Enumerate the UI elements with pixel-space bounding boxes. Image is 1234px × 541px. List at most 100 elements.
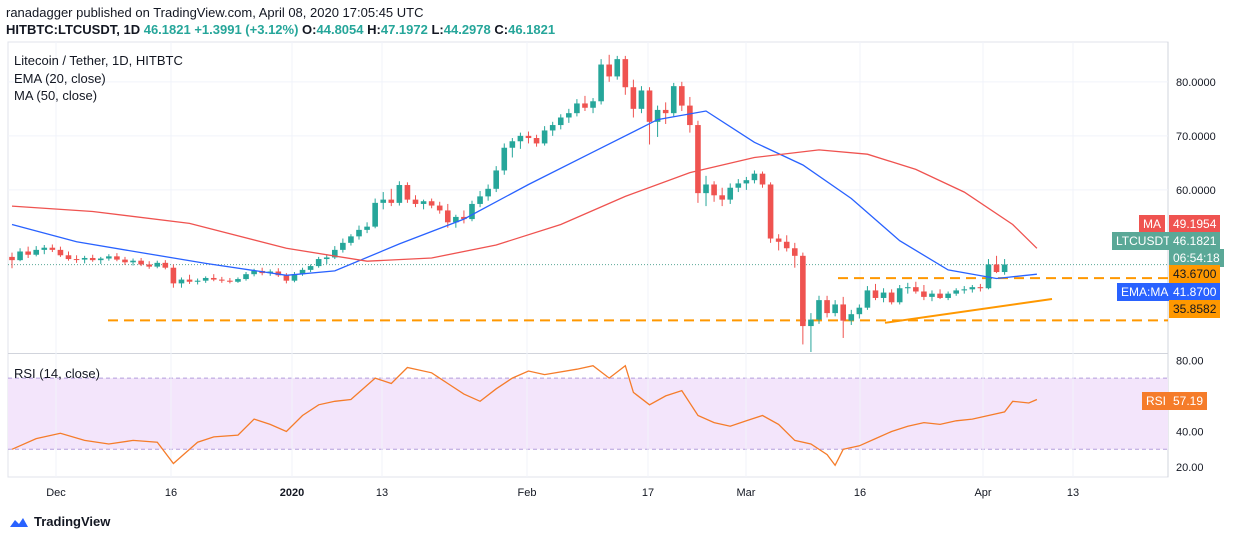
candle (219, 276, 225, 283)
candle-body (525, 135, 532, 139)
candle-body (436, 205, 443, 211)
candle (574, 99, 580, 117)
rsi-band (8, 378, 1168, 450)
candle-body (816, 300, 822, 320)
candle (888, 289, 895, 305)
candle (606, 54, 612, 82)
candle-body (428, 201, 435, 206)
candle (800, 252, 806, 345)
candle-body (444, 210, 451, 223)
candle-body (420, 201, 427, 204)
candle (751, 170, 758, 184)
ma-tag-label: MA (1139, 215, 1165, 233)
candle (654, 105, 661, 137)
candle-body (251, 270, 257, 275)
candle-body (541, 130, 548, 144)
candle (670, 82, 677, 117)
candle-body (114, 256, 120, 260)
candle (969, 284, 976, 293)
candle-body (574, 103, 580, 114)
candle (743, 176, 750, 190)
candle (340, 238, 346, 253)
candle-body (695, 125, 701, 194)
candle (469, 200, 475, 222)
candle-body (888, 292, 895, 303)
candle-body (687, 105, 693, 126)
candle (953, 288, 959, 296)
ma-tag-value: 49.1954 (1169, 215, 1221, 233)
candle (840, 296, 847, 338)
candle-body (178, 279, 185, 284)
candle (461, 210, 467, 224)
rsi-tick-label: 80.00 (1176, 355, 1204, 367)
candle-body (202, 277, 209, 281)
grid (8, 42, 1169, 477)
candle-body (783, 241, 790, 249)
candle (896, 284, 903, 305)
candle (937, 289, 943, 300)
candle-body (679, 86, 685, 106)
candle-body (170, 267, 177, 284)
candle-body (380, 199, 387, 203)
candle (81, 255, 88, 264)
candle (525, 131, 532, 144)
candle-body (372, 202, 378, 227)
candle-body (307, 266, 314, 270)
candle (420, 199, 427, 210)
ohlc-line: HITBTC:LTCUSDT, 1D 46.1821 +1.3991 (+3.1… (6, 22, 555, 37)
candle (396, 181, 403, 206)
candle-body (759, 173, 766, 185)
candle-body (711, 184, 717, 196)
candle (695, 120, 701, 203)
candle-body (65, 255, 72, 260)
candle (872, 283, 879, 301)
candle-body (993, 264, 1000, 273)
candle (97, 256, 104, 264)
candle-body (493, 170, 499, 189)
tradingview-logo[interactable]: TradingView (8, 514, 110, 529)
candle (356, 225, 362, 240)
candle-body (340, 242, 346, 250)
candle-body (356, 229, 362, 237)
candle-body (41, 247, 48, 250)
candle (428, 198, 435, 209)
low-label: L: (431, 22, 444, 37)
candle (25, 246, 31, 258)
candle-body (235, 279, 241, 282)
candle (993, 255, 1000, 274)
ma50-line (11, 149, 1038, 262)
candle (816, 295, 822, 324)
candle (412, 195, 419, 208)
candle-body (913, 287, 919, 292)
candle (509, 138, 516, 158)
candle-body (848, 314, 855, 321)
candle-body (243, 274, 249, 280)
candle (485, 184, 491, 201)
candle (767, 182, 774, 243)
candle (194, 278, 201, 285)
candle (904, 282, 911, 294)
last-price: 46.1821 (143, 22, 191, 37)
legend-ma: MA (50, close) (14, 88, 98, 103)
candle (662, 102, 669, 124)
close-label: C: (494, 22, 509, 37)
candle-body (872, 290, 879, 298)
axes: 80.000070.000060.000080.0060.0040.0020.0… (46, 77, 1216, 499)
candle-body (219, 279, 225, 281)
candle-body (122, 259, 128, 263)
candle (517, 132, 524, 149)
emama-tag-value: 41.8700 (1169, 283, 1221, 301)
candle (719, 187, 725, 207)
candle-body (210, 277, 217, 280)
candle-body (485, 188, 491, 197)
legend-ema: EMA (20, close) (14, 71, 106, 86)
candle (364, 222, 370, 234)
candle-body (299, 269, 306, 275)
symbol-label[interactable]: HITBTC:LTCUSDT, 1D (6, 22, 141, 37)
candle-body (364, 226, 370, 230)
candle-body (533, 138, 540, 144)
candle (735, 179, 742, 193)
candle-body (469, 203, 475, 220)
candle-body (767, 184, 774, 239)
